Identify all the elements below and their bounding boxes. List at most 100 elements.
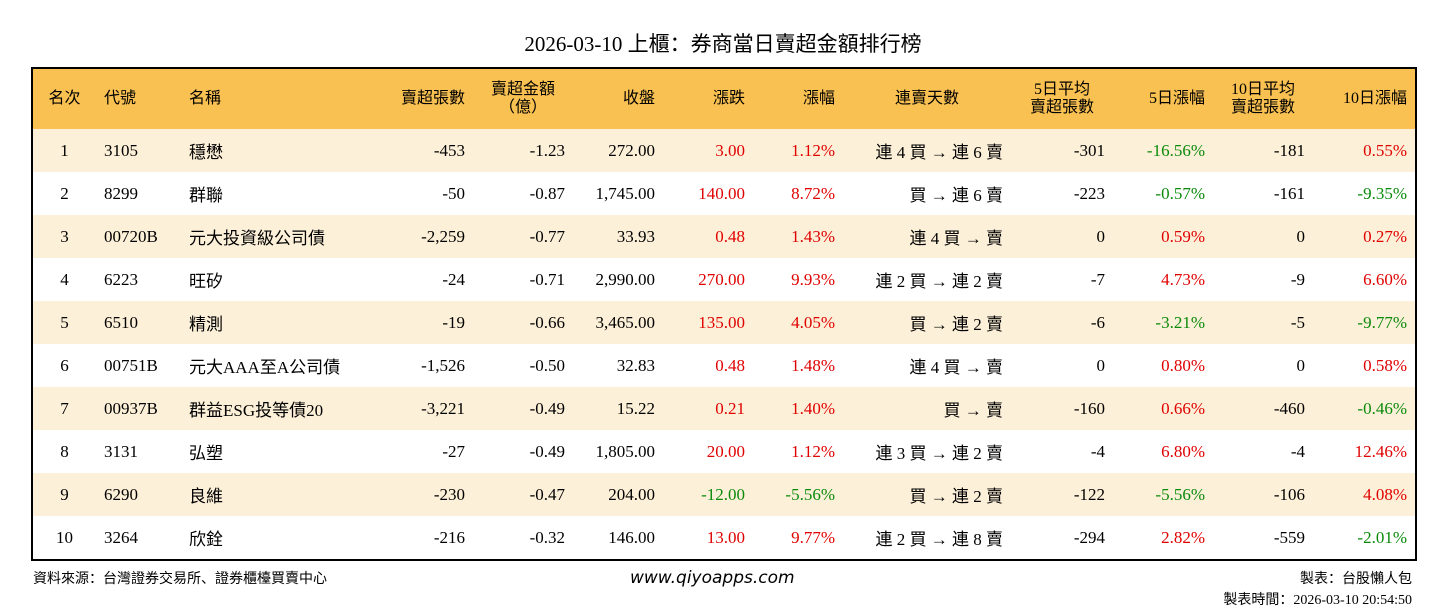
- cell: -460: [1213, 387, 1313, 430]
- cell: 4.05%: [753, 301, 843, 344]
- cell: 買 → 連 6 賣: [909, 186, 1004, 205]
- cell: 3.00: [663, 129, 753, 172]
- cell: -0.32: [529, 527, 565, 547]
- cell: -5.56%: [753, 473, 843, 516]
- column-header: 5日漲幅: [1113, 68, 1213, 129]
- source: 資料來源：台灣證券交易所、證券櫃檯買賣中心: [33, 572, 327, 587]
- cell: -4: [1290, 441, 1305, 461]
- cell: 群聯: [189, 186, 223, 205]
- cell: 146.00: [608, 527, 655, 547]
- cell: 0: [1296, 355, 1306, 375]
- cell: 3264: [104, 527, 138, 547]
- cell: 9.93%: [791, 269, 835, 289]
- cell: 32.83: [616, 355, 655, 375]
- cell: 8.72%: [791, 183, 835, 203]
- cell: -181: [1213, 129, 1313, 172]
- cell: -216: [433, 527, 465, 547]
- cell: 1.40%: [753, 387, 843, 430]
- cell: -9.35%: [1357, 183, 1407, 203]
- cell: 連 4 買 → 賣: [909, 358, 1004, 377]
- cell: 5: [32, 301, 96, 344]
- column-header: 賣超金額 （億）: [473, 68, 573, 129]
- cell: 買 → 賣: [843, 387, 1011, 430]
- cell: 9: [32, 473, 96, 516]
- cell: 1,745.00: [595, 183, 656, 203]
- cell: 旺矽: [189, 272, 223, 291]
- cell: 6510: [96, 301, 181, 344]
- cell: 0.27%: [1313, 215, 1416, 258]
- cell: -3.21%: [1113, 301, 1213, 344]
- header-line: 漲幅: [802, 90, 835, 107]
- cell: 3105: [96, 129, 181, 172]
- cell: 3131: [104, 441, 138, 461]
- table-row: 1 3105 穩懋 -453 -1.23 272.00 3.00 1.12% 連 4 買 → 連…: [32, 129, 1416, 172]
- cell: 15.22: [573, 387, 663, 430]
- cell: -5.56%: [1113, 473, 1213, 516]
- cell: 3,465.00: [573, 301, 663, 344]
- header-line: 代號: [104, 90, 137, 107]
- cell: -50: [442, 183, 465, 203]
- cell: 13.00: [706, 527, 745, 547]
- cell: 連 4 買 → 賣: [843, 215, 1011, 258]
- cell: -160: [1011, 387, 1113, 430]
- cell: 連 4 買 → 連 6 賣: [843, 129, 1011, 172]
- cell: 0.59%: [1113, 215, 1213, 258]
- ranking-table: 名次 代號 名稱 賣超張數 賣超金額 （億） 收盤 漲跌 漲幅 連賣天數 5日平均 賣超張數 5日漲幅 1…: [31, 67, 1417, 561]
- cell: -0.57%: [1155, 183, 1205, 203]
- cell: 0: [1213, 215, 1313, 258]
- cell: 8299: [104, 183, 138, 203]
- cell: -0.71: [529, 269, 565, 289]
- cell: 8: [60, 441, 69, 461]
- cell: 00720B: [96, 215, 181, 258]
- cell: 272.00: [573, 129, 663, 172]
- header-line: 連賣天數: [894, 90, 959, 107]
- cell: -7: [1090, 269, 1105, 289]
- column-header: 代號: [96, 68, 181, 129]
- cell: 元大AAA至A公司債: [189, 358, 341, 377]
- cell: -24: [442, 269, 465, 289]
- cell: -0.50: [529, 355, 565, 375]
- table-row: 2 8299 群聯 -50 -0.87 1,745.00 140.00 8.72% 買 → 連 …: [32, 172, 1416, 215]
- cell: 6.60%: [1363, 269, 1407, 289]
- cell: 良維: [181, 473, 371, 516]
- cell: -0.47: [473, 473, 573, 516]
- cell: 精測: [181, 301, 371, 344]
- cell: -0.46%: [1313, 387, 1416, 430]
- header-line: （億）: [498, 99, 547, 116]
- cell: -2.01%: [1357, 527, 1407, 547]
- cell: 00937B: [96, 387, 181, 430]
- column-header: 連賣天數: [843, 68, 1011, 129]
- column-header: 名稱: [181, 68, 371, 129]
- column-header: 10日平均 賣超張數: [1213, 68, 1313, 129]
- cell: -3,221: [371, 387, 473, 430]
- table-row: 5 6510 精測 -19 -0.66 3,465.00 135.00 4.05% 買 → 連 …: [32, 301, 1416, 344]
- header-line: 賣超張數: [400, 90, 465, 107]
- header-line: 5日平均: [1033, 81, 1090, 98]
- cell: 0.48: [663, 215, 753, 258]
- column-header: 收盤: [573, 68, 663, 129]
- cell: 0.58%: [1363, 355, 1407, 375]
- column-header: 賣超張數: [371, 68, 473, 129]
- header-line: 賣超張數: [1029, 99, 1094, 116]
- cell: 1.12%: [791, 441, 835, 461]
- table-row: 7 00937B 群益ESG投等債20 -3,221 -0.49 15.22 0.21 1.4…: [32, 387, 1416, 430]
- cell: -223: [1073, 183, 1105, 203]
- cell: 4.08%: [1313, 473, 1416, 516]
- cell: 群益ESG投等債20: [181, 387, 371, 430]
- cell: -230: [371, 473, 473, 516]
- cell: 買 → 連 2 賣: [843, 301, 1011, 344]
- cell: 0.48: [715, 355, 745, 375]
- cell: 0: [1096, 355, 1106, 375]
- table-row: 3 00720B 元大投資級公司債 -2,259 -0.77 33.93 0.48 1.43%…: [32, 215, 1416, 258]
- cell: 買 → 連 2 賣: [843, 473, 1011, 516]
- cell: 2,990.00: [595, 269, 656, 289]
- cell: 0.66%: [1113, 387, 1213, 430]
- cell: 1: [32, 129, 96, 172]
- cell: 0.55%: [1313, 129, 1416, 172]
- header-line: 賣超張數: [1230, 99, 1295, 116]
- header-line: 名稱: [189, 90, 222, 107]
- cell: -1,526: [421, 355, 465, 375]
- cell: -19: [371, 301, 473, 344]
- cell: 9.77%: [791, 527, 835, 547]
- cell: -0.77: [473, 215, 573, 258]
